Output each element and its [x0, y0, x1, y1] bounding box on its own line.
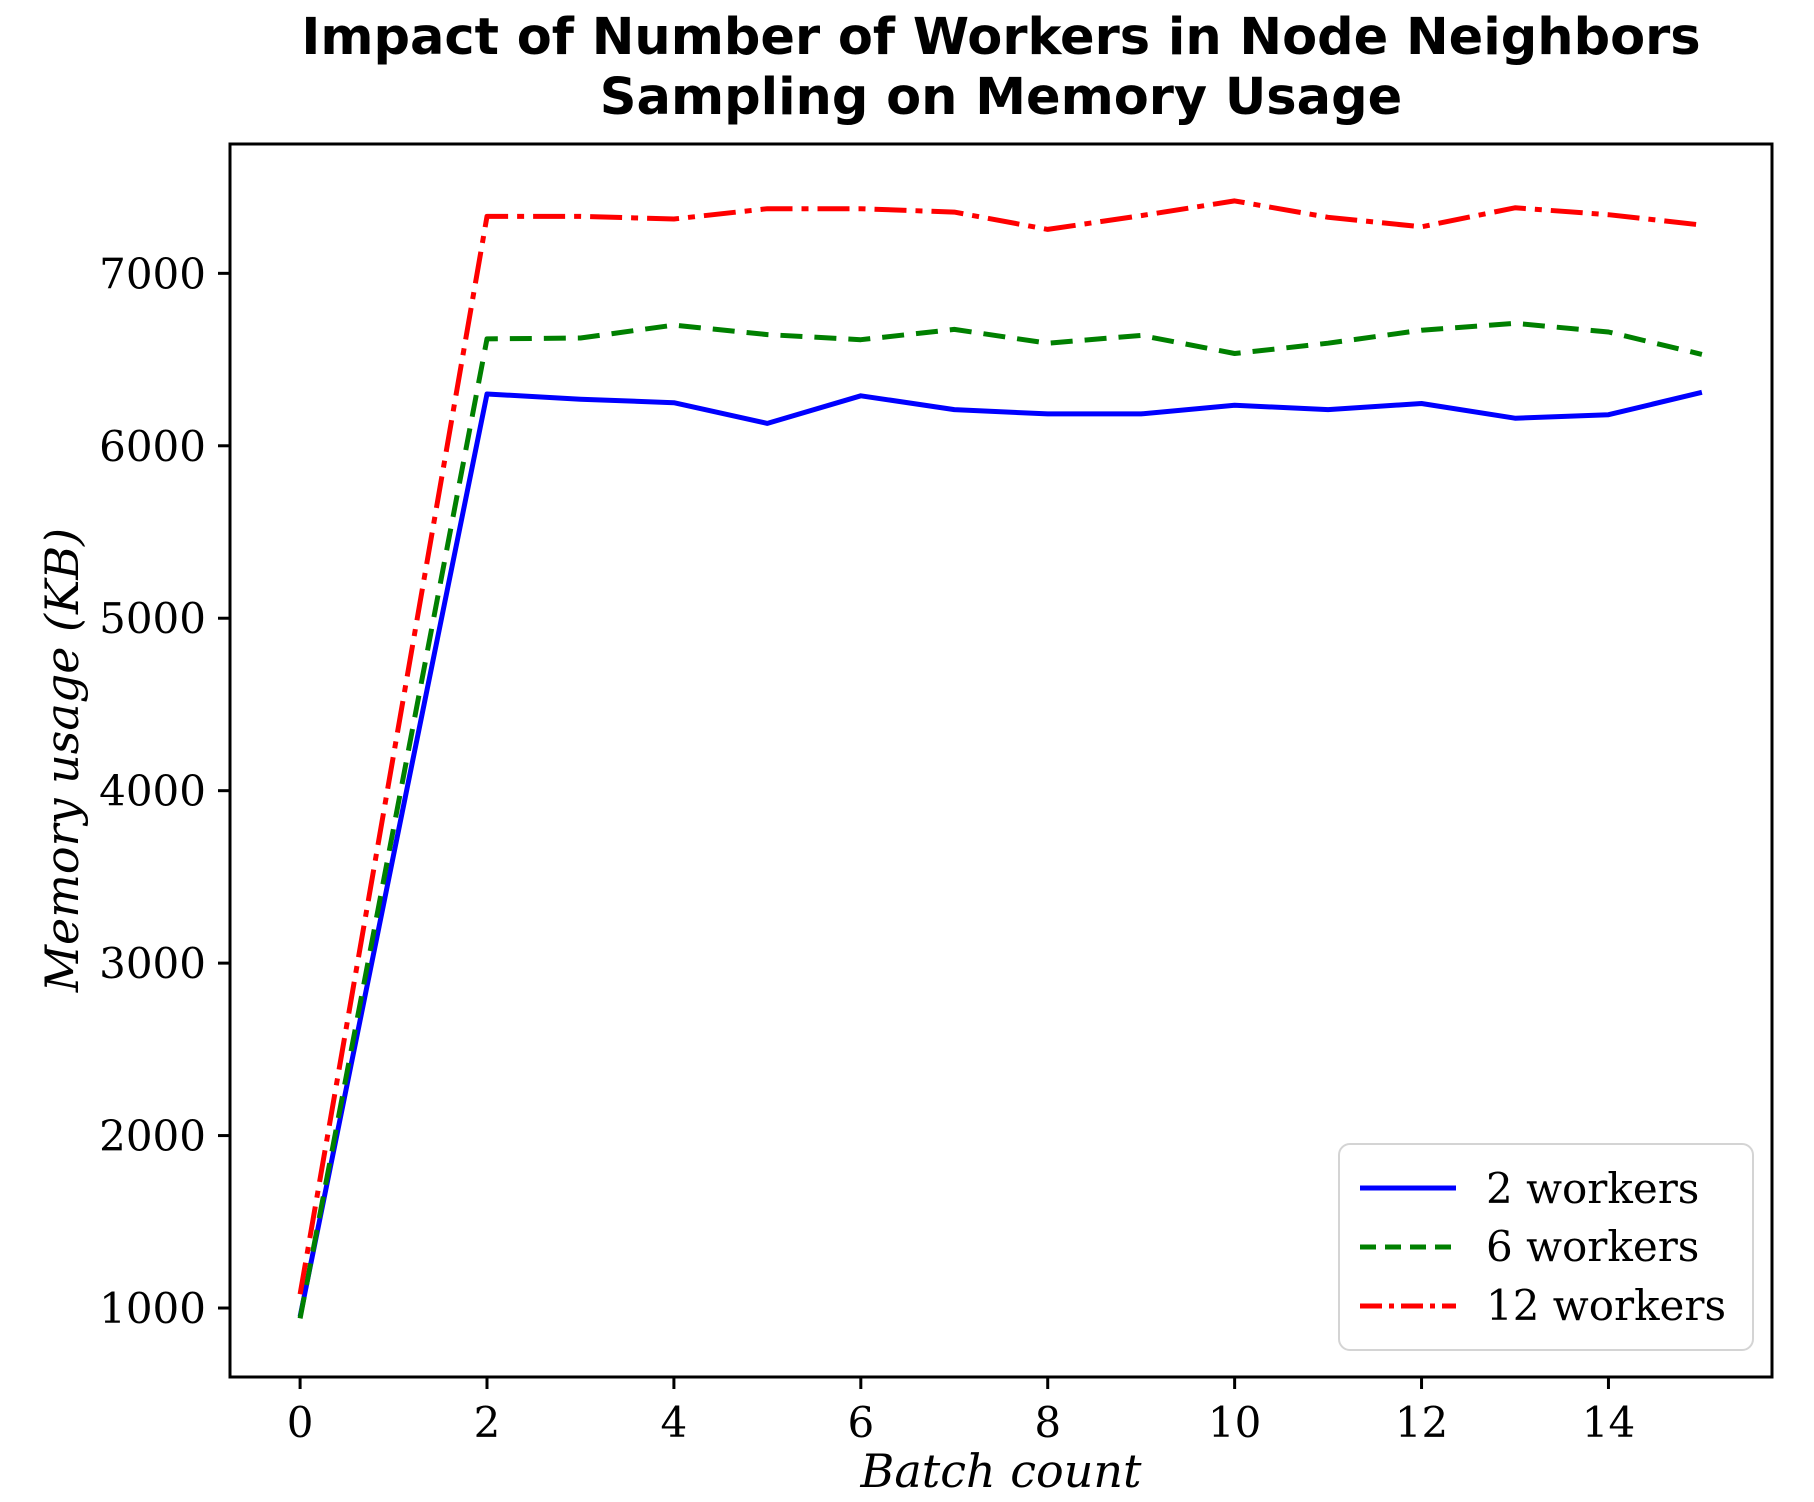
x-tick-label: 6	[847, 1398, 874, 1447]
x-tick-label: 12	[1395, 1398, 1448, 1447]
legend-row: 6 workers	[1360, 1222, 1732, 1271]
y-tick-label: 1000	[99, 1284, 206, 1333]
legend: 2 workers 6 workers 12 workers	[1338, 1143, 1754, 1351]
x-tick-label: 10	[1208, 1398, 1261, 1447]
legend-line-sample-6-workers	[1360, 1244, 1456, 1250]
legend-line-sample-2-workers	[1360, 1185, 1456, 1191]
chart-title-line-2: Sampling on Memory Usage	[599, 67, 1403, 127]
y-tick-label: 2000	[99, 1112, 206, 1161]
y-tick-label: 7000	[99, 249, 206, 298]
x-axis-label: Batch count	[860, 1444, 1142, 1498]
legend-label: 6 workers	[1486, 1222, 1700, 1272]
chart-title-line-1: Impact of Number of Workers in Node Neig…	[301, 8, 1701, 67]
legend-label: 2 workers	[1486, 1163, 1700, 1213]
y-tick-label: 3000	[99, 939, 206, 988]
series-line-12-workers	[297, 198, 1703, 1295]
x-tick-label: 2	[474, 1398, 501, 1447]
series-line-6-workers	[297, 320, 1703, 1319]
x-tick-label: 4	[661, 1398, 688, 1447]
y-tick-label: 5000	[99, 594, 206, 643]
series-line-2-workers	[297, 389, 1703, 1318]
x-tick-label: 0	[287, 1398, 314, 1447]
x-tick-label: 14	[1582, 1398, 1635, 1447]
legend-row: 12 workers	[1360, 1281, 1732, 1330]
y-tick-label: 6000	[99, 422, 206, 471]
axes-spines	[228, 142, 1774, 1379]
legend-line-sample-12-workers	[1360, 1303, 1456, 1309]
legend-label: 12 workers	[1486, 1281, 1727, 1331]
chart-title: Impact of Number of Workers in Node Neig…	[230, 8, 1772, 127]
y-tick-label: 4000	[99, 767, 206, 816]
x-tick-label: 8	[1034, 1398, 1061, 1447]
y-axis-label: Memory usage (KB)	[35, 527, 89, 993]
legend-row: 2 workers	[1360, 1164, 1732, 1213]
